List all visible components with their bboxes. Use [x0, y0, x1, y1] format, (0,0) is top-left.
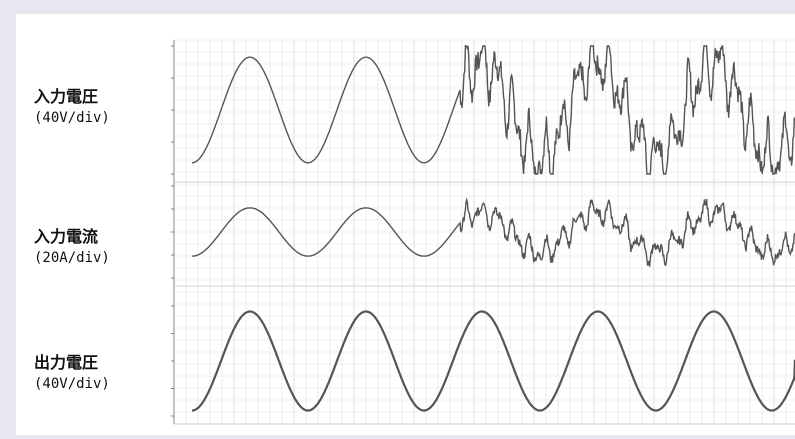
channel-name: 出力電圧 [34, 353, 99, 372]
channel-scale: (40V/div) [34, 110, 110, 126]
channel-label-input-current: 入力電流 (20A/div) [34, 226, 164, 268]
channel-label-input-voltage: 入力電圧 (40V/div) [34, 86, 164, 128]
oscilloscope-frame: 入力電圧 (40V/div) 入力電流 (20A/div) 出力電圧 (40V/… [16, 14, 795, 435]
channel-scale: (40V/div) [34, 376, 110, 392]
channel-name: 入力電圧 [34, 87, 99, 106]
waveform-trace [192, 45, 795, 175]
waveform-trace [191, 197, 795, 267]
waveform-plot [171, 39, 795, 425]
channel-scale: (20A/div) [34, 250, 110, 266]
channel-name: 入力電流 [34, 227, 99, 246]
waveform-trace [192, 310, 795, 412]
channel-label-output-voltage: 出力電圧 (40V/div) [34, 352, 164, 394]
